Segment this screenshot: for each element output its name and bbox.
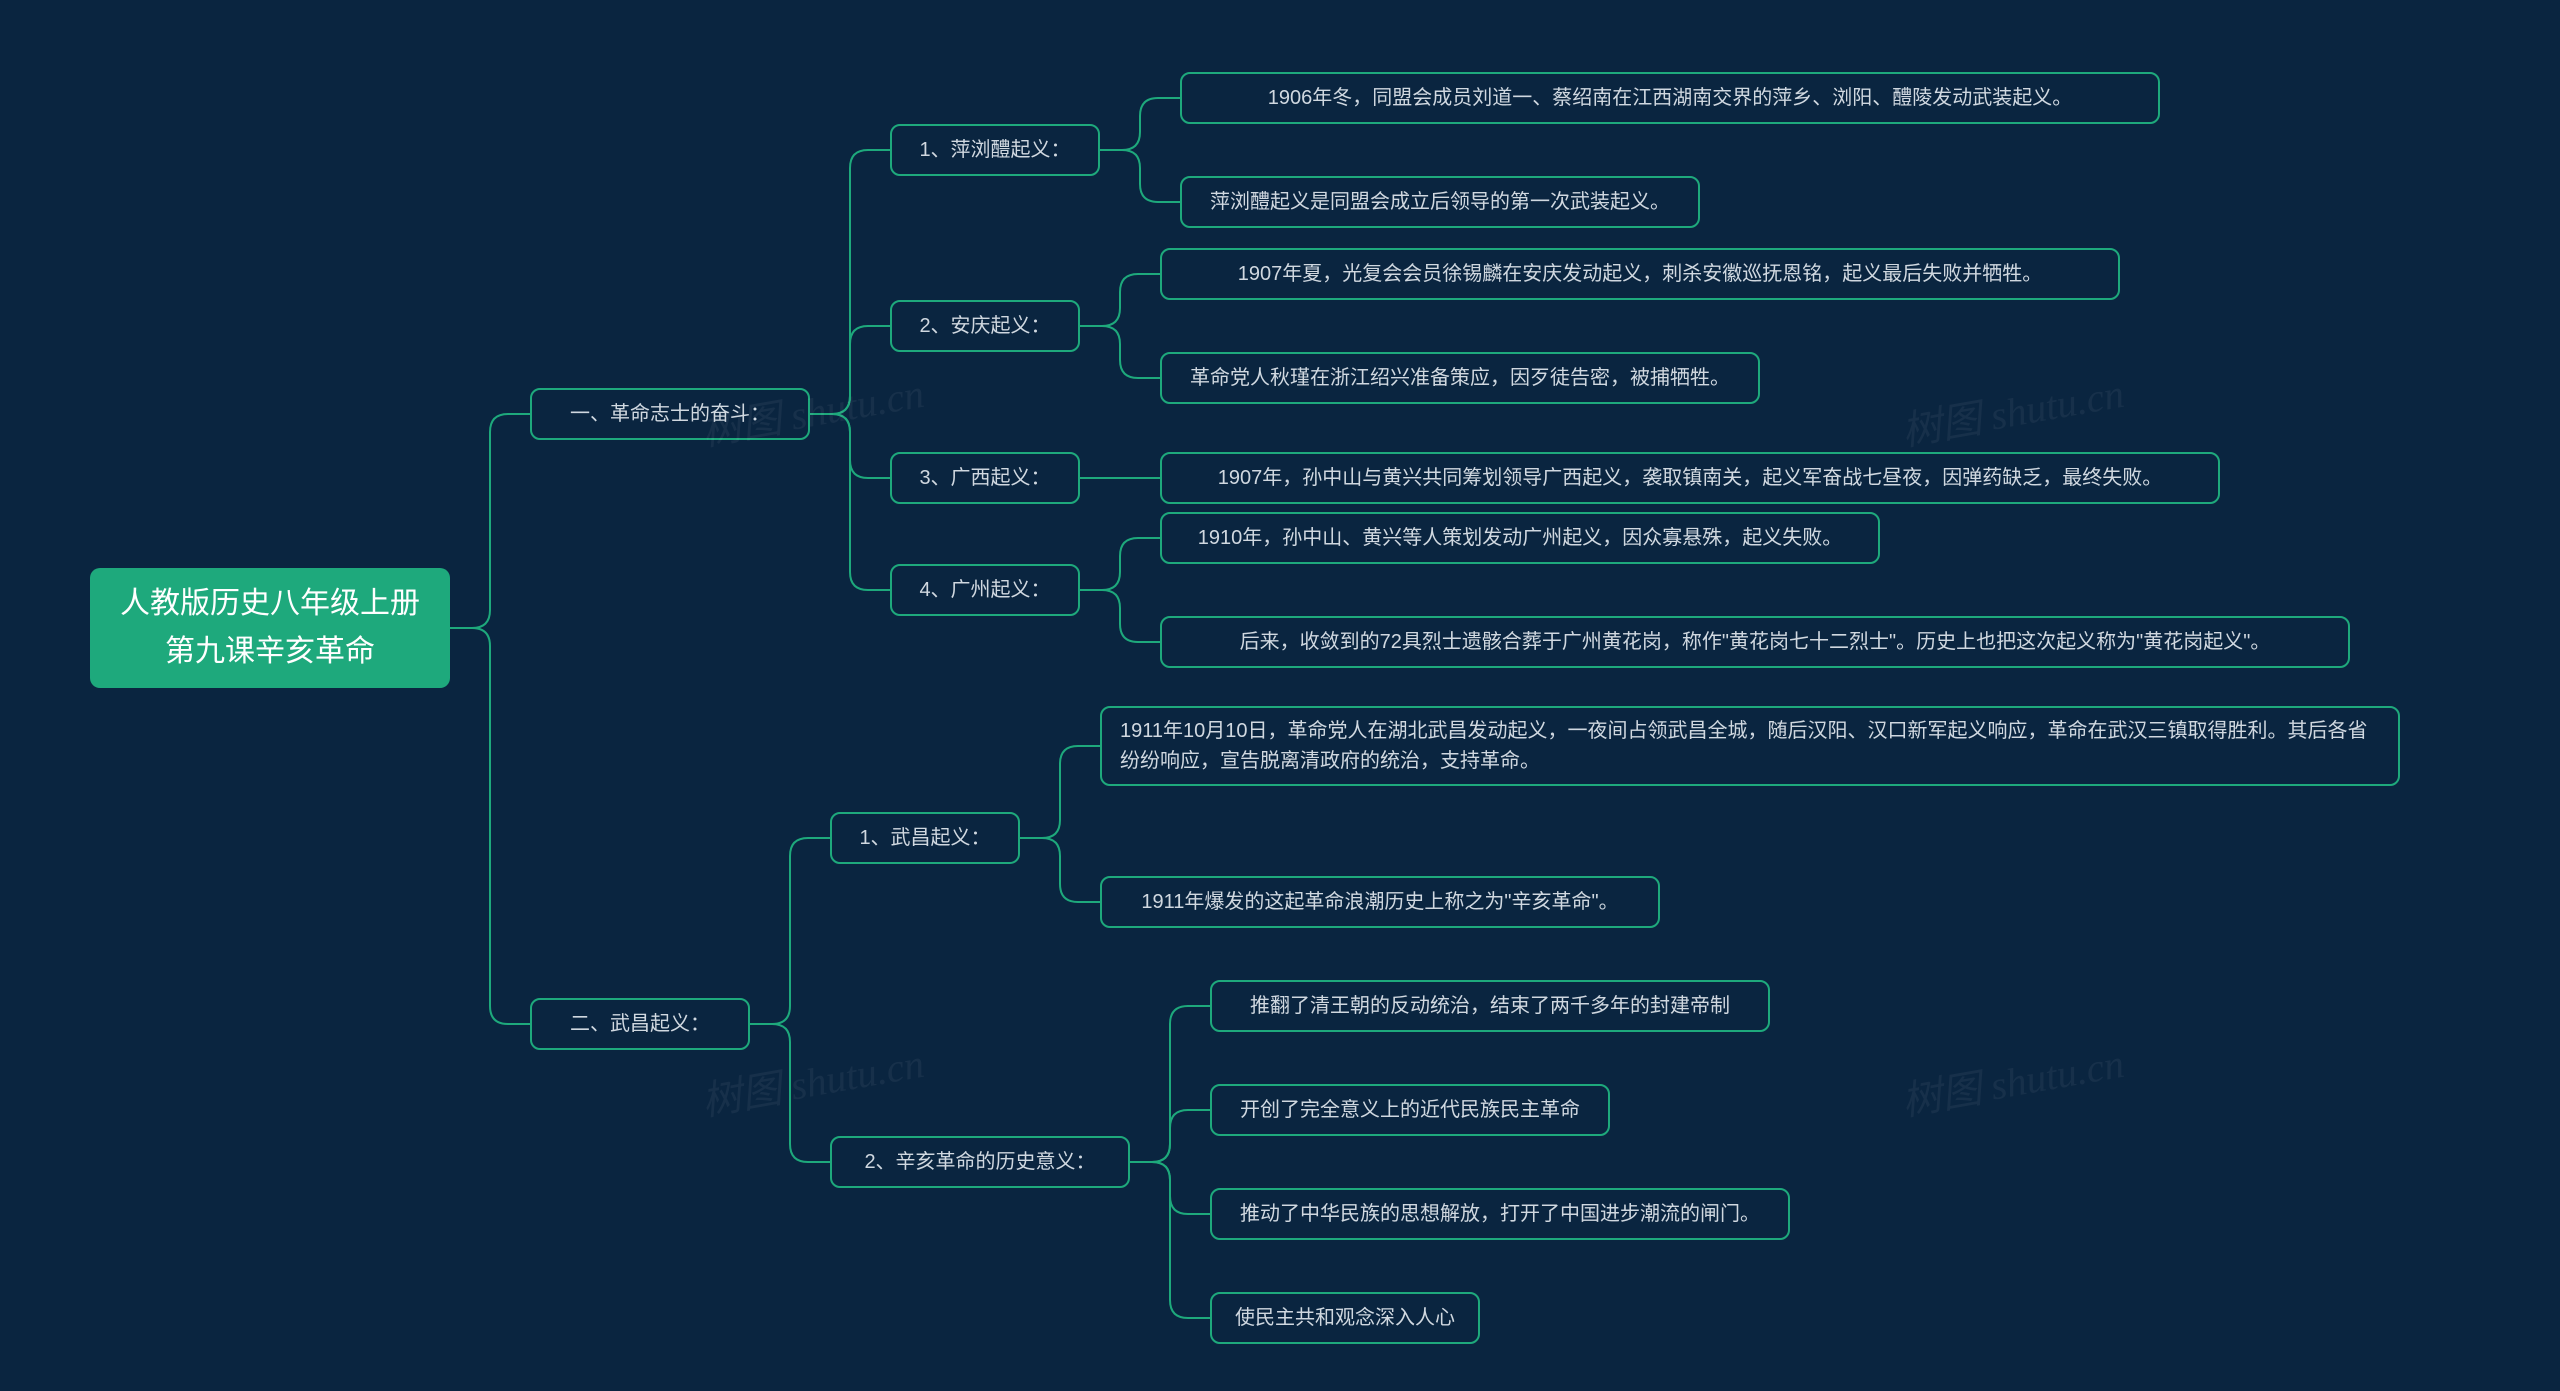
node-b1b[interactable]: 1911年爆发的这起革命浪潮历史上称之为"辛亥革命"。 xyxy=(1100,876,1660,928)
node-label: 2、辛亥革命的历史意义： xyxy=(864,1147,1095,1177)
root-node[interactable]: 人教版历史八年级上册第九课辛亥革命 xyxy=(90,568,450,688)
node-b1a[interactable]: 1911年10月10日，革命党人在湖北武昌发动起义，一夜间占领武昌全城，随后汉阳… xyxy=(1100,706,2400,786)
edge xyxy=(1130,1162,1210,1318)
node-a3a[interactable]: 1907年，孙中山与黄兴共同筹划领导广西起义，袭取镇南关，起义军奋战七昼夜，因弹… xyxy=(1160,452,2220,504)
node-label: 开创了完全意义上的近代民族民主革命 xyxy=(1240,1095,1580,1125)
node-a2a[interactable]: 1907年夏，光复会会员徐锡麟在安庆发动起义，刺杀安徽巡抚恩铭，起义最后失败并牺… xyxy=(1160,248,2120,300)
node-b2c[interactable]: 推动了中华民族的思想解放，打开了中国进步潮流的闸门。 xyxy=(1210,1188,1790,1240)
node-label: 1910年，孙中山、黄兴等人策划发动广州起义，因众寡悬殊，起义失败。 xyxy=(1198,523,1843,553)
node-a3[interactable]: 3、广西起义： xyxy=(890,452,1080,504)
node-a4a[interactable]: 1910年，孙中山、黄兴等人策划发动广州起义，因众寡悬殊，起义失败。 xyxy=(1160,512,1880,564)
node-a2[interactable]: 2、安庆起义： xyxy=(890,300,1080,352)
node-b1[interactable]: 1、武昌起义： xyxy=(830,812,1020,864)
edge xyxy=(810,150,890,414)
edge xyxy=(750,838,830,1024)
node-label: 4、广州起义： xyxy=(919,575,1050,605)
node-label: 萍浏醴起义是同盟会成立后领导的第一次武装起义。 xyxy=(1210,187,1670,217)
edge xyxy=(450,628,530,1024)
node-b[interactable]: 二、武昌起义： xyxy=(530,998,750,1050)
edge xyxy=(1080,274,1160,326)
node-label: 革命党人秋瑾在浙江绍兴准备策应，因歹徒告密，被捕牺牲。 xyxy=(1190,363,1730,393)
node-label: 1906年冬，同盟会成员刘道一、蔡绍南在江西湖南交界的萍乡、浏阳、醴陵发动武装起… xyxy=(1268,83,2073,113)
edge xyxy=(1020,746,1100,838)
node-label: 1、萍浏醴起义： xyxy=(919,135,1070,165)
mindmap-canvas: 人教版历史八年级上册第九课辛亥革命 一、革命志士的奋斗： 二、武昌起义： 1、萍浏醴起… xyxy=(0,0,2560,1391)
edge xyxy=(1130,1110,1210,1162)
node-label: 推翻了清王朝的反动统治，结束了两千多年的封建帝制 xyxy=(1250,991,1730,1021)
edge xyxy=(1130,1006,1210,1162)
node-label: 一、革命志士的奋斗： xyxy=(570,399,770,429)
edge xyxy=(450,414,530,628)
node-label: 1911年10月10日，革命党人在湖北武昌发动起义，一夜间占领武昌全城，随后汉阳… xyxy=(1120,716,2380,776)
node-b2b[interactable]: 开创了完全意义上的近代民族民主革命 xyxy=(1210,1084,1610,1136)
edge xyxy=(1020,838,1100,902)
node-a[interactable]: 一、革命志士的奋斗： xyxy=(530,388,810,440)
node-a2b[interactable]: 革命党人秋瑾在浙江绍兴准备策应，因歹徒告密，被捕牺牲。 xyxy=(1160,352,1760,404)
node-b2a[interactable]: 推翻了清王朝的反动统治，结束了两千多年的封建帝制 xyxy=(1210,980,1770,1032)
edge xyxy=(810,326,890,414)
node-a4[interactable]: 4、广州起义： xyxy=(890,564,1080,616)
edge xyxy=(810,414,890,478)
watermark: 树图 shutu.cn xyxy=(1897,1031,2128,1127)
node-label: 推动了中华民族的思想解放，打开了中国进步潮流的闸门。 xyxy=(1240,1199,1760,1229)
node-b2[interactable]: 2、辛亥革命的历史意义： xyxy=(830,1136,1130,1188)
edge xyxy=(1080,326,1160,378)
node-label: 1907年夏，光复会会员徐锡麟在安庆发动起义，刺杀安徽巡抚恩铭，起义最后失败并牺… xyxy=(1238,259,2043,289)
node-a4b[interactable]: 后来，收敛到的72具烈士遗骸合葬于广州黄花岗，称作"黄花岗七十二烈士"。历史上也… xyxy=(1160,616,2350,668)
node-b2d[interactable]: 使民主共和观念深入人心 xyxy=(1210,1292,1480,1344)
node-label: 1907年，孙中山与黄兴共同筹划领导广西起义，袭取镇南关，起义军奋战七昼夜，因弹… xyxy=(1218,463,2163,493)
edge xyxy=(1100,98,1180,150)
edge xyxy=(810,414,890,590)
node-label: 使民主共和观念深入人心 xyxy=(1235,1303,1455,1333)
node-label: 2、安庆起义： xyxy=(919,311,1050,341)
watermark: 树图 shutu.cn xyxy=(1897,361,2128,457)
edge xyxy=(1080,538,1160,590)
edge xyxy=(750,1024,830,1162)
node-a1b[interactable]: 萍浏醴起义是同盟会成立后领导的第一次武装起义。 xyxy=(1180,176,1700,228)
node-label: 二、武昌起义： xyxy=(570,1009,710,1039)
node-label: 1911年爆发的这起革命浪潮历史上称之为"辛亥革命"。 xyxy=(1141,887,1618,917)
edge xyxy=(1130,1162,1210,1214)
node-label: 后来，收敛到的72具烈士遗骸合葬于广州黄花岗，称作"黄花岗七十二烈士"。历史上也… xyxy=(1240,627,2271,657)
node-a1a[interactable]: 1906年冬，同盟会成员刘道一、蔡绍南在江西湖南交界的萍乡、浏阳、醴陵发动武装起… xyxy=(1180,72,2160,124)
edge xyxy=(1100,150,1180,202)
node-label: 1、武昌起义： xyxy=(859,823,990,853)
node-a1[interactable]: 1、萍浏醴起义： xyxy=(890,124,1100,176)
node-label: 人教版历史八年级上册第九课辛亥革命 xyxy=(118,580,422,676)
node-label: 3、广西起义： xyxy=(919,463,1050,493)
edge xyxy=(1080,590,1160,642)
